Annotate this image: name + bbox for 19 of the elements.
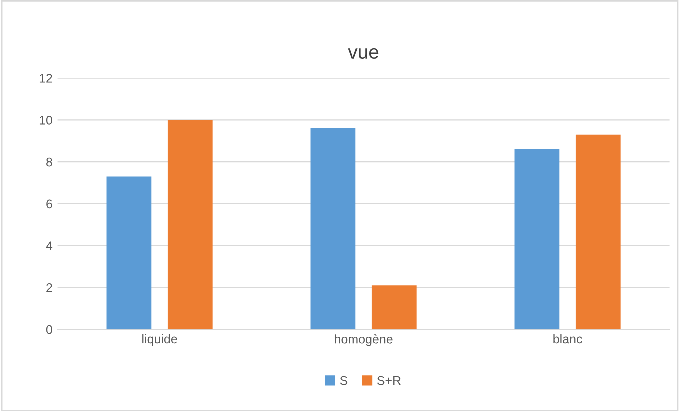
bar [372, 286, 417, 330]
y-tick-label: 8 [46, 158, 52, 167]
legend-label: S [340, 376, 348, 386]
x-tick-label: homogène [335, 334, 393, 346]
y-tick-label: 12 [40, 74, 52, 83]
bar [310, 128, 356, 330]
bar [514, 149, 560, 330]
bar [168, 120, 213, 330]
chart-title: vue [348, 48, 379, 60]
bar [106, 176, 152, 330]
legend-label: S+R [377, 376, 401, 386]
y-tick-label: 2 [46, 284, 52, 292]
bar [576, 134, 621, 330]
x-tick-label: liquide [142, 334, 178, 346]
y-tick-label: 10 [40, 116, 52, 125]
y-tick-label: 6 [46, 200, 52, 209]
y-tick-label: 4 [46, 242, 53, 250]
y-tick-label: 0 [46, 325, 52, 334]
x-tick-label: blanc [554, 334, 582, 344]
